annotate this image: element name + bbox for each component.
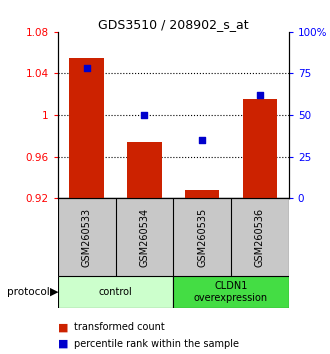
Text: GSM260535: GSM260535	[197, 207, 207, 267]
Text: ■: ■	[58, 322, 68, 332]
Bar	[127, 142, 162, 198]
Text: protocol: protocol	[7, 287, 50, 297]
Bar	[58, 276, 173, 308]
Text: GSM260534: GSM260534	[139, 207, 149, 267]
Text: ■: ■	[58, 339, 68, 349]
Bar	[243, 99, 277, 198]
Text: ▶: ▶	[50, 287, 58, 297]
Point	[199, 137, 205, 143]
Text: transformed count: transformed count	[74, 322, 165, 332]
Bar	[69, 58, 104, 198]
Text: CLDN1
overexpression: CLDN1 overexpression	[194, 281, 268, 303]
Title: GDS3510 / 208902_s_at: GDS3510 / 208902_s_at	[98, 18, 248, 31]
Text: GSM260536: GSM260536	[255, 207, 265, 267]
Point	[142, 112, 147, 118]
Point	[257, 92, 263, 98]
Point	[84, 65, 89, 71]
Text: percentile rank within the sample: percentile rank within the sample	[74, 339, 239, 349]
Text: control: control	[99, 287, 132, 297]
Text: GSM260533: GSM260533	[82, 207, 92, 267]
Bar	[185, 190, 219, 198]
Bar	[173, 276, 289, 308]
